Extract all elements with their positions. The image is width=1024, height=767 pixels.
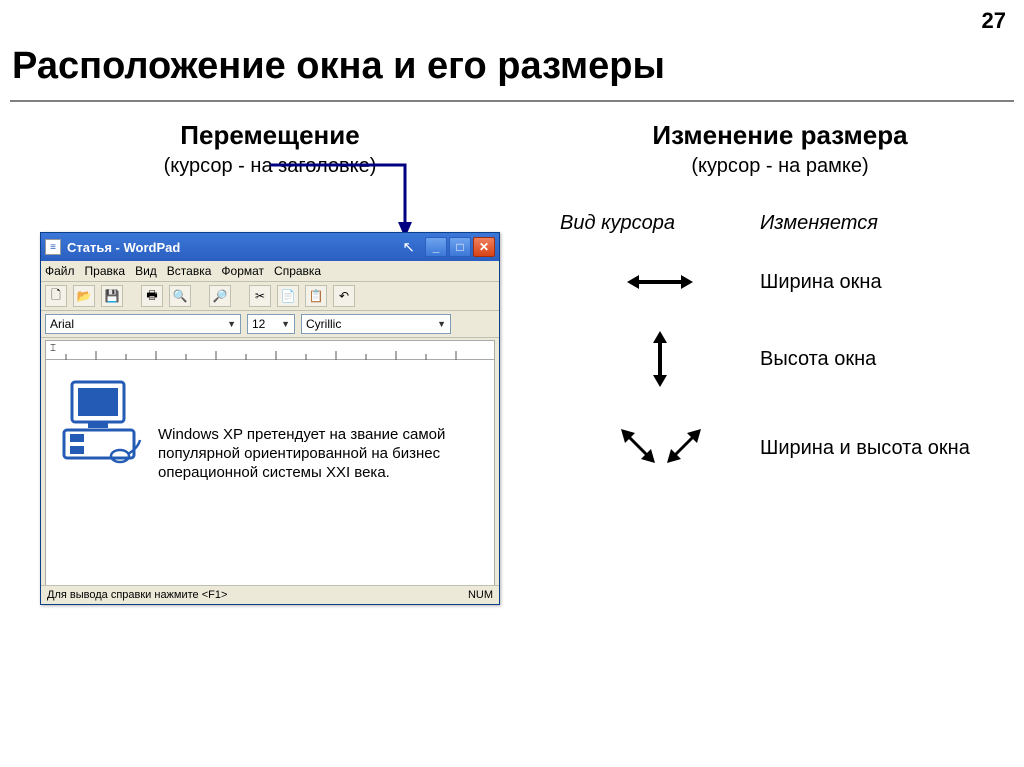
- col-cursor-shape: Вид курсора: [560, 212, 760, 235]
- right-subheading: (курсор - на рамке): [560, 155, 1000, 178]
- font-name-combo[interactable]: Arial▼: [45, 314, 241, 334]
- close-button[interactable]: ✕: [473, 237, 495, 257]
- charset-combo[interactable]: Cyrillic▼: [301, 314, 451, 334]
- menu-help[interactable]: Справка: [274, 264, 321, 278]
- cursor-horizontal-icon: [625, 269, 695, 295]
- menu-file[interactable]: Файл: [45, 264, 75, 278]
- titlebar[interactable]: ≡ Статья - WordPad ↖ _ □ ✕: [41, 233, 499, 261]
- status-help-text: Для вывода справки нажмите <F1>: [47, 589, 227, 601]
- save-button[interactable]: 💾: [101, 285, 123, 307]
- document-area[interactable]: Windows XP претендует на звание самой по…: [45, 360, 495, 585]
- right-heading: Изменение размера: [560, 120, 1000, 151]
- paste-button[interactable]: 📋: [305, 285, 327, 307]
- row-both: Ширина и высота окна: [560, 423, 1000, 473]
- format-toolbar: Arial▼ 12▼ Cyrillic▼: [41, 311, 499, 338]
- menubar: Файл Правка Вид Вставка Формат Справка: [41, 261, 499, 282]
- copy-button[interactable]: 📄: [277, 285, 299, 307]
- row-height: Высота окна: [560, 329, 1000, 389]
- slide-title: Расположение окна и его размеры: [12, 45, 665, 88]
- preview-button[interactable]: 🔍: [169, 285, 191, 307]
- new-button[interactable]: 🗋: [45, 285, 67, 307]
- font-size-combo[interactable]: 12▼: [247, 314, 295, 334]
- minimize-button[interactable]: _: [425, 237, 447, 257]
- cursor-table: Вид курсора Изменяется Ширина окна: [560, 212, 1000, 473]
- computer-clipart-icon: [58, 376, 148, 471]
- left-heading: Перемещение: [40, 120, 500, 151]
- title-rule: [10, 100, 1014, 102]
- font-size-value: 12: [252, 317, 265, 331]
- find-button[interactable]: 🔎: [209, 285, 231, 307]
- charset-value: Cyrillic: [306, 317, 341, 331]
- cursor-diagonal-icon: [615, 423, 705, 473]
- row-width: Ширина окна: [560, 269, 1000, 295]
- undo-button[interactable]: ↶: [333, 285, 355, 307]
- cut-button[interactable]: ✂: [249, 285, 271, 307]
- wordpad-window: ≡ Статья - WordPad ↖ _ □ ✕ Файл Правка В…: [40, 232, 500, 605]
- menu-insert[interactable]: Вставка: [167, 264, 212, 278]
- cursor-vertical-icon: [647, 329, 673, 389]
- menu-view[interactable]: Вид: [135, 264, 157, 278]
- print-button[interactable]: 🖶: [141, 285, 163, 307]
- maximize-button[interactable]: □: [449, 237, 471, 257]
- open-button[interactable]: 📂: [73, 285, 95, 307]
- col-changes: Изменяется: [760, 212, 878, 235]
- document-icon: ≡: [45, 239, 61, 255]
- menu-format[interactable]: Формат: [221, 264, 264, 278]
- ruler[interactable]: ⌶: [45, 340, 495, 360]
- font-name-value: Arial: [50, 317, 74, 331]
- window-title: Статья - WordPad: [67, 240, 392, 255]
- cursor-arrow-icon: ↖: [402, 238, 415, 256]
- statusbar: Для вывода справки нажмите <F1> NUM: [41, 585, 499, 604]
- status-numlock: NUM: [468, 589, 493, 601]
- page-number: 27: [982, 8, 1006, 34]
- menu-edit[interactable]: Правка: [85, 264, 126, 278]
- row-both-label: Ширина и высота окна: [760, 437, 1000, 460]
- toolbar: 🗋 📂 💾 🖶 🔍 🔎 ✂ 📄 📋 ↶: [41, 282, 499, 311]
- row-height-label: Высота окна: [760, 348, 1000, 371]
- row-width-label: Ширина окна: [760, 271, 1000, 294]
